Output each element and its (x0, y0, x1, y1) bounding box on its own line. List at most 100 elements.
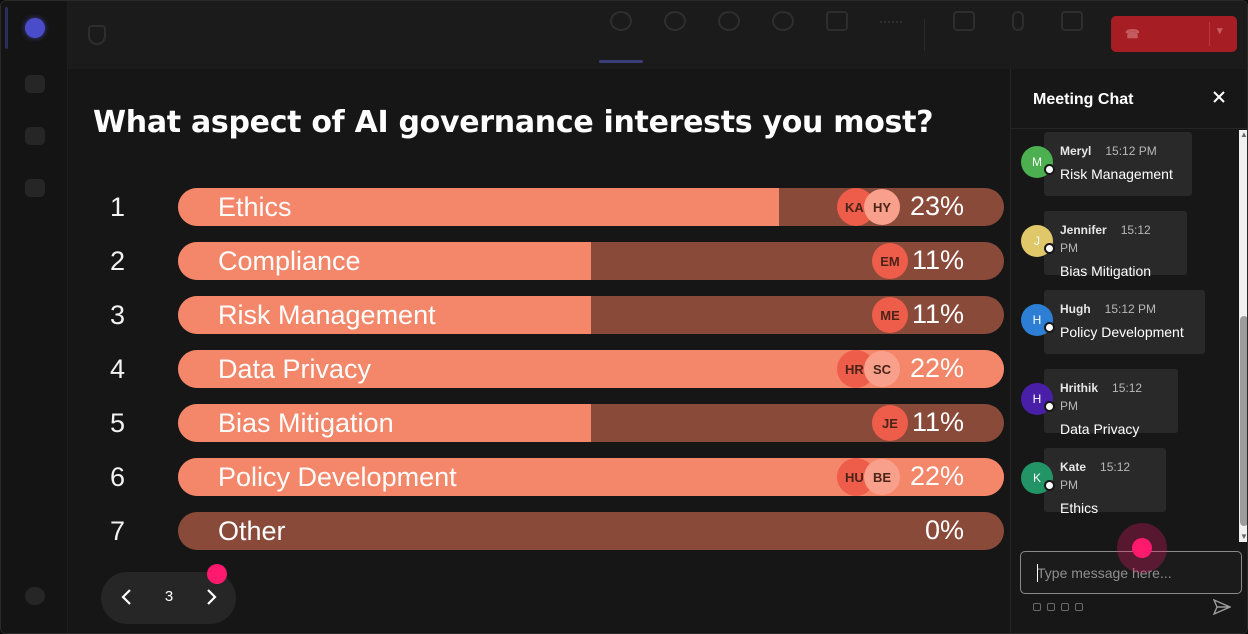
shield-icon[interactable] (88, 25, 106, 45)
option-label: Policy Development (218, 462, 457, 492)
option-label: Ethics (218, 192, 292, 222)
chevron-left-icon[interactable] (115, 585, 139, 609)
rail-item-files[interactable] (1, 111, 68, 161)
option-percent: 22% (909, 353, 964, 383)
more-icon (880, 21, 902, 31)
meeting-chat-panel: Meeting Chat Kate 15:12 PM Ethics K Hrithik 1… (1010, 69, 1248, 633)
rail-item-calendar[interactable] (1, 163, 68, 213)
result-bar: Ethics KA HY 23% (178, 188, 1004, 226)
scroll-down-icon[interactable]: ▼ (1240, 532, 1248, 541)
message-bubble: Kate 15:12 PM Ethics (1044, 448, 1166, 516)
phone-icon: ☎ (1125, 27, 1140, 41)
option-number: 7 (110, 516, 126, 546)
participants-icon (24, 75, 45, 93)
voter-avatar: HY (864, 189, 900, 225)
option-label: Bias Mitigation (218, 408, 394, 438)
rail-item-help[interactable] (1, 571, 68, 621)
poll-option-row: 5 Bias Mitigation JE 11% (68, 404, 1010, 442)
chat-message[interactable]: Meryl 15:12 PM Risk Management M (1011, 132, 1241, 196)
message-header: Hugh 15:12 PM (1060, 300, 1189, 318)
option-number: 2 (110, 246, 126, 276)
gif-icon[interactable] (1075, 603, 1083, 611)
presence-status-icon (1044, 480, 1055, 491)
voter-avatar: ME (872, 297, 908, 333)
option-percent: 22% (909, 461, 964, 491)
rail-item-participants[interactable] (1, 59, 68, 109)
mic-icon (1012, 11, 1024, 31)
result-bar: Policy Development HU BE 22% (178, 458, 1004, 496)
left-rail (1, 1, 68, 633)
hand-icon (718, 11, 740, 31)
message-text: Bias Mitigation (1060, 263, 1152, 279)
calendar-icon (24, 179, 45, 197)
chat-message[interactable]: Kate 15:12 PM Ethics K (1011, 448, 1241, 516)
result-bar-fill (178, 296, 591, 334)
toolbar-react-button[interactable] (759, 11, 807, 61)
format-icon[interactable] (1033, 603, 1041, 611)
attach-icon[interactable] (1047, 603, 1055, 611)
leave-divider (1209, 22, 1210, 46)
result-bar: Bias Mitigation JE 11% (178, 404, 1004, 442)
chevron-right-icon[interactable] (199, 585, 223, 609)
message-time: 15:12 PM (1060, 381, 1143, 413)
send-icon[interactable] (1212, 598, 1232, 620)
toolbar-raise-button[interactable] (705, 11, 753, 61)
chat-title: Meeting Chat (1033, 91, 1134, 108)
rail-selection-indicator (5, 7, 8, 49)
touch-indicator (1132, 538, 1152, 558)
toolbar-more-button[interactable] (867, 11, 915, 61)
emoji-icon[interactable] (1061, 603, 1069, 611)
message-header: Meryl 15:12 PM (1060, 142, 1176, 160)
presence-status-icon (1044, 401, 1055, 412)
message-header: Hrithik 15:12 PM (1060, 379, 1162, 415)
leave-button[interactable]: ☎ ▾ (1111, 16, 1237, 52)
message-time: 15:12 PM (1104, 302, 1157, 316)
chat-message-input[interactable] (1020, 551, 1242, 594)
result-bar: Other 0% (178, 512, 1004, 550)
result-bar: Risk Management ME 11% (178, 296, 1004, 334)
rail-item-meeting[interactable] (1, 5, 68, 55)
poll-results-panel: What aspect of AI governance interests y… (68, 69, 1010, 633)
message-bubble: Hugh 15:12 PM Policy Development (1044, 290, 1205, 354)
meeting-toolbar: ☎ ▾ (68, 1, 1247, 69)
option-label: Other (218, 516, 286, 546)
option-number: 6 (110, 462, 126, 492)
chevron-down-icon[interactable]: ▾ (1217, 25, 1223, 37)
help-icon (24, 587, 45, 605)
presence-status-icon (1044, 243, 1055, 254)
voter-avatar: BE (864, 459, 900, 495)
page-number: 3 (164, 588, 174, 605)
chat-scrollbar-thumb[interactable] (1240, 316, 1247, 526)
poll-option-row: 4 Data Privacy HR SC 22% (68, 350, 1010, 388)
poll-option-row: 6 Policy Development HU BE 22% (68, 458, 1010, 496)
toolbar-share-button[interactable] (1048, 11, 1096, 61)
toolbar-chat-button[interactable] (597, 11, 645, 63)
message-bubble: Jennifer 15:12 PM Bias Mitigation (1044, 211, 1187, 279)
option-percent: 11% (911, 245, 964, 275)
chat-message[interactable]: Hugh 15:12 PM Policy Development H (1011, 290, 1241, 354)
chat-message[interactable]: Jennifer 15:12 PM Bias Mitigation J (1011, 211, 1241, 279)
message-bubble: Meryl 15:12 PM Risk Management (1044, 132, 1192, 196)
chat-message[interactable]: Hrithik 15:12 PM Data Privacy H (1011, 369, 1241, 437)
close-icon[interactable] (1209, 87, 1229, 109)
message-time: 15:12 PM (1060, 460, 1131, 492)
option-number: 4 (110, 354, 126, 384)
toolbar-camera-button[interactable] (940, 11, 988, 61)
toolbar-mic-button[interactable] (994, 11, 1042, 61)
message-time: 15:12 PM (1060, 223, 1151, 255)
toolbar-view-button[interactable] (813, 11, 861, 61)
message-bubble: Hrithik 15:12 PM Data Privacy (1044, 369, 1178, 437)
voter-avatar: JE (872, 405, 908, 441)
chat-message-list[interactable]: Kate 15:12 PM Ethics K Hrithik 15:12 PM Data P… (1011, 130, 1248, 542)
option-percent: 11% (911, 407, 964, 437)
chat-icon (610, 11, 632, 31)
grid-icon (826, 11, 848, 31)
result-bar-fill (178, 188, 779, 226)
scroll-up-icon[interactable]: ▲ (1240, 130, 1248, 139)
voter-avatar: EM (872, 243, 908, 279)
format-toolbar (1033, 603, 1083, 611)
message-header: Jennifer 15:12 PM (1060, 221, 1171, 257)
toolbar-people-button[interactable] (651, 11, 699, 61)
message-text: Policy Development (1060, 324, 1184, 340)
